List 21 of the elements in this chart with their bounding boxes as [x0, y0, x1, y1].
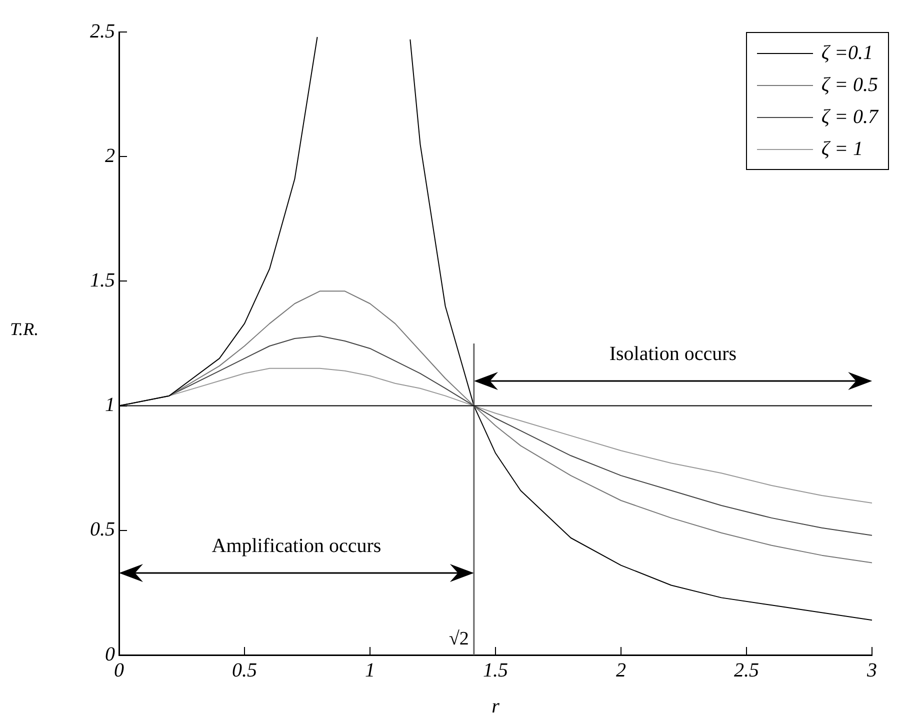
legend-label: ζ =0.1: [821, 42, 873, 64]
y-axis-title: T.R.: [10, 319, 39, 340]
annotation: Amplification occurs: [210, 534, 382, 558]
x-tick-label: 2.5: [734, 659, 759, 682]
ref-line-label: √2: [448, 628, 469, 650]
y-tick-label: 1: [105, 394, 115, 416]
y-tick-label: 0: [105, 643, 115, 666]
x-tick-label: 3: [866, 659, 877, 682]
x-tick-label: 1.5: [483, 659, 508, 682]
legend-label: ζ = 0.7: [821, 106, 878, 128]
y-tick-label: 2.5: [90, 20, 115, 42]
x-axis-title: r: [492, 695, 500, 718]
y-tick-label: 1.5: [90, 269, 115, 292]
legend-label: ζ = 0.5: [821, 74, 878, 96]
legend-label: ζ = 1: [821, 138, 863, 160]
x-tick-label: 2: [616, 659, 626, 682]
annotation: Isolation occurs: [608, 342, 738, 366]
x-tick-label: 1: [365, 659, 375, 682]
y-tick-label: 2: [105, 144, 115, 167]
x-tick-label: 0.5: [232, 659, 257, 682]
y-tick-label: 0.5: [90, 518, 115, 541]
